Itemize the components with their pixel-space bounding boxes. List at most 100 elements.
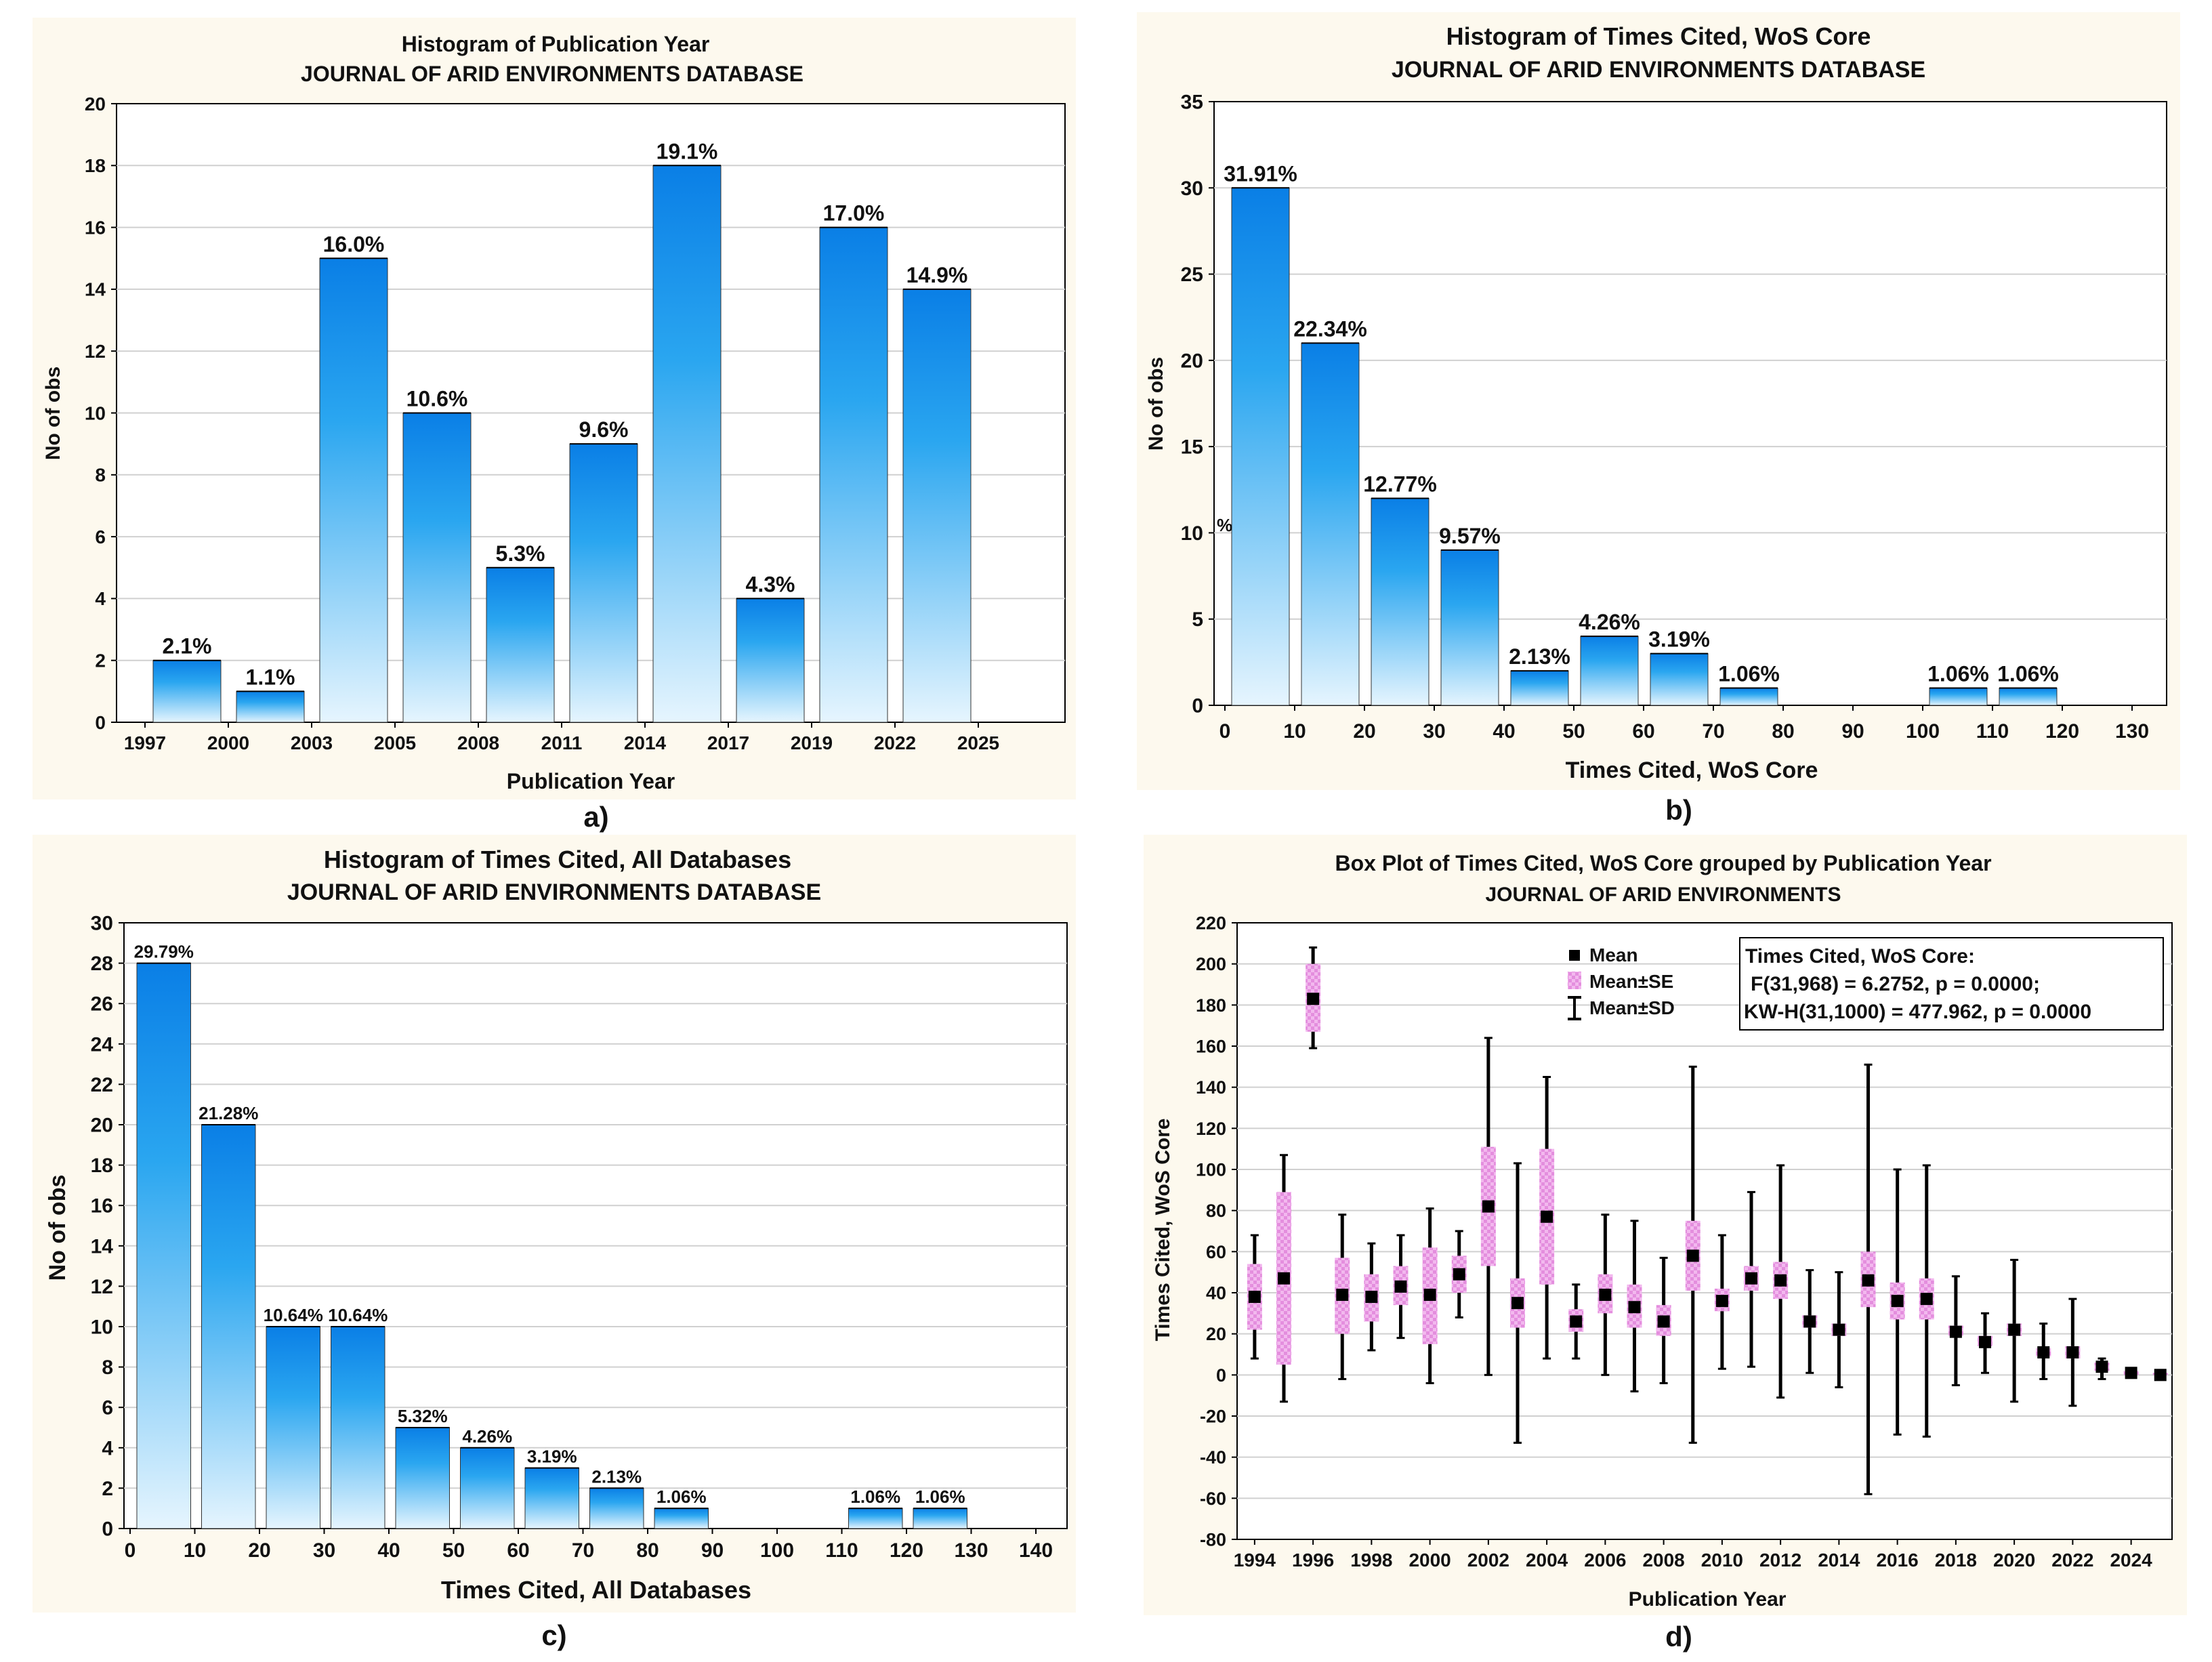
panel-d-ytick-label: -40 xyxy=(1200,1447,1226,1468)
histogram-bar xyxy=(524,1468,579,1529)
panel-a-ylabel: No of obs xyxy=(42,367,64,460)
panel-b-stray-mark: % xyxy=(1217,515,1232,535)
mean-marker xyxy=(1920,1293,1933,1306)
panel-b-ytick-label: 0 xyxy=(1192,695,1203,718)
histogram-bar xyxy=(589,1487,644,1529)
panel-b-xtick-label: 40 xyxy=(1493,720,1515,743)
bar-percent-label: 1.06% xyxy=(850,1487,900,1507)
mean-marker xyxy=(1365,1291,1378,1304)
histogram-bar xyxy=(848,1508,903,1529)
panel-d-legend: Mean Mean±SE Mean±SD xyxy=(1568,944,1675,1020)
mean-marker xyxy=(1745,1272,1757,1285)
histogram-bar xyxy=(1440,549,1499,706)
bar-percent-label: 1.1% xyxy=(246,665,295,689)
panel-d-xtick-label: 1996 xyxy=(1292,1550,1334,1571)
panel-d-xtick-label: 2016 xyxy=(1876,1550,1918,1571)
bar-percent-label: 10.6% xyxy=(406,387,468,411)
bar-percent-label: 21.28% xyxy=(199,1103,258,1123)
stats-line-1: Times Cited, WoS Core: xyxy=(1745,945,1975,968)
bar-percent-label: 29.79% xyxy=(134,942,194,962)
histogram-bar xyxy=(902,289,972,723)
bar-percent-label: 5.3% xyxy=(496,541,545,566)
panel-a-xtick-label: 2000 xyxy=(207,732,249,753)
histogram-bar xyxy=(486,567,555,723)
panel-c-xtick-label: 80 xyxy=(636,1539,659,1562)
panel-b-xtick-label: 60 xyxy=(1632,720,1654,743)
mean-marker xyxy=(1686,1249,1699,1262)
panel-b-xtick-label: 0 xyxy=(1219,720,1231,743)
panel-d-xtick-label: 2018 xyxy=(1935,1550,1977,1571)
panel-d-ytick-label: 100 xyxy=(1196,1159,1226,1180)
mean-marker xyxy=(1482,1200,1495,1213)
panel-c-ytick-label: 0 xyxy=(102,1518,113,1541)
panel-d-xtick-label: 2020 xyxy=(1993,1550,2035,1571)
panel-c-xtick-label: 20 xyxy=(248,1539,270,1562)
mean-marker xyxy=(1628,1301,1641,1314)
panel-d-subtitle: JOURNAL OF ARID ENVIRONMENTS xyxy=(1485,884,1841,906)
histogram-bar xyxy=(819,227,888,723)
histogram-bar xyxy=(1719,688,1778,706)
panel-d-ytick-label: 120 xyxy=(1196,1119,1226,1139)
panel-b-gridlines: 0 5 10 15 20 25 30 35 xyxy=(1181,91,2167,718)
panel-c-xtick-label: 0 xyxy=(125,1539,136,1562)
mean-marker xyxy=(1248,1291,1261,1304)
panel-d-xtick-label: 2014 xyxy=(1818,1550,1860,1571)
panel-a-ytick-label: 6 xyxy=(95,526,106,547)
panel-d-xtick-label: 1994 xyxy=(1234,1550,1276,1571)
mean-marker xyxy=(2066,1346,2079,1358)
panel-a-xtick-label: 2011 xyxy=(541,732,583,753)
panel-b-ytick-label: 30 xyxy=(1181,178,1203,200)
bar-percent-label: 4.26% xyxy=(462,1426,512,1447)
panel-b-xtick-label: 70 xyxy=(1702,720,1724,743)
panel-b-xtick-label: 10 xyxy=(1283,720,1306,743)
histogram-bar xyxy=(1929,688,1988,706)
histogram-bar xyxy=(460,1447,515,1529)
panel-c-ytick-label: 22 xyxy=(91,1074,113,1096)
mean-marker xyxy=(1394,1280,1407,1293)
histogram-bar xyxy=(913,1508,967,1529)
panel-d-ytick-label: 220 xyxy=(1196,913,1226,933)
panel-a-xtick-label: 2017 xyxy=(707,732,749,753)
mean-marker xyxy=(1278,1272,1290,1285)
panel-d-xtick-label: 2012 xyxy=(1759,1550,1801,1571)
bar-percent-label: 31.91% xyxy=(1224,161,1297,186)
stats-line-3: KW-H(31,1000) = 477.962, p = 0.0000 xyxy=(1744,1001,2091,1023)
bar-percent-label: 9.6% xyxy=(579,417,629,442)
panel-c-xtick-label: 130 xyxy=(954,1539,988,1562)
panel-b-ylabel: No of obs xyxy=(1145,357,1167,451)
mean-marker xyxy=(1715,1295,1728,1308)
mean-marker xyxy=(2008,1323,2021,1336)
mean-marker xyxy=(1336,1289,1349,1302)
bar-percent-label: 1.06% xyxy=(1927,662,1989,686)
panel-c-ytick-label: 12 xyxy=(91,1276,113,1298)
histogram-bar xyxy=(654,1508,709,1529)
mean-marker xyxy=(1453,1268,1465,1281)
panel-d-ytick-label: 200 xyxy=(1196,954,1226,974)
panel-d-ytick-label: -60 xyxy=(1200,1489,1226,1509)
panel-c-ytick-label: 18 xyxy=(91,1155,113,1177)
panel-a-xlabel: Publication Year xyxy=(507,769,675,793)
panel-c-title: Histogram of Times Cited, All Databases xyxy=(324,846,791,873)
panel-c-xtick-label: 90 xyxy=(701,1539,724,1562)
bar-percent-label: 2.13% xyxy=(591,1466,642,1487)
panel-c-plot-area xyxy=(123,922,1068,1529)
legend-sd-symbol xyxy=(1568,996,1581,1020)
bar-percent-label: 14.9% xyxy=(906,263,968,287)
panel-d-title: Box Plot of Times Cited, WoS Core groupe… xyxy=(1335,851,1991,875)
mean-marker xyxy=(2154,1369,2167,1381)
bar-percent-label: 4.26% xyxy=(1579,610,1640,634)
panel-a-ytick-label: 10 xyxy=(85,402,106,423)
histogram-bar xyxy=(569,443,638,723)
mean-marker xyxy=(1949,1325,1962,1338)
bar-percent-label: 9.57% xyxy=(1439,524,1501,548)
bar-percent-label: 2.13% xyxy=(1509,644,1570,669)
histogram-bar xyxy=(136,963,191,1529)
mean-marker xyxy=(1774,1274,1787,1287)
panel-a-subtitle: JOURNAL OF ARID ENVIRONMENTS DATABASE xyxy=(301,62,804,86)
bar-percent-label: 12.77% xyxy=(1363,472,1437,497)
panel-b-ytick-label: 10 xyxy=(1181,522,1203,545)
mean-marker xyxy=(1862,1274,1875,1287)
panel-a-xtick-label: 2005 xyxy=(374,732,416,753)
histogram-bar xyxy=(1510,670,1569,706)
panel-c-ytick-label: 4 xyxy=(102,1437,113,1459)
